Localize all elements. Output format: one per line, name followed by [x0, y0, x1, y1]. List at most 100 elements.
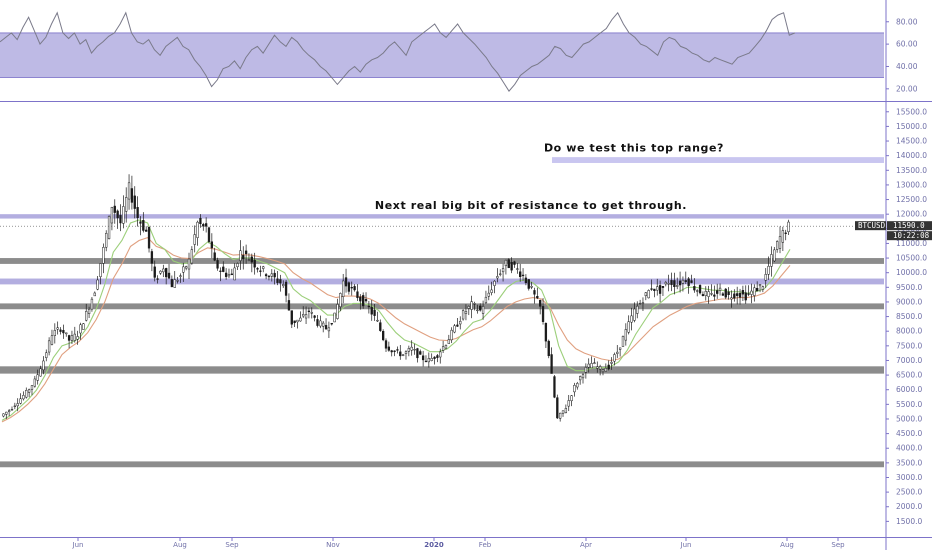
candle-body [73, 333, 76, 341]
candle-body [556, 397, 559, 419]
symbol-label: BTCUSD [858, 221, 886, 230]
candle-body [87, 308, 91, 314]
candle-body [102, 247, 105, 264]
candle-body [384, 340, 388, 349]
candle-body [593, 362, 596, 364]
candle-body [233, 267, 236, 281]
candle-body [127, 182, 131, 200]
price-tick-label: 1500.0 [896, 517, 922, 526]
price-zone [0, 366, 884, 374]
candle-body [664, 282, 667, 285]
candle-body [724, 288, 727, 298]
candle-body [179, 275, 182, 277]
candle-body [481, 306, 485, 314]
price-tick-label: 9000.0 [896, 297, 922, 306]
candle-body [259, 270, 262, 272]
candle-body [207, 227, 211, 242]
candle-body [584, 367, 588, 373]
candle-body [527, 279, 530, 289]
price-zone [0, 214, 884, 219]
candle-body [125, 197, 128, 212]
candle-body [404, 351, 408, 354]
candle-body [684, 280, 687, 282]
candle-body [647, 290, 650, 299]
candle-body [167, 272, 171, 279]
candle-body [750, 290, 753, 295]
candle-body [50, 335, 54, 345]
candle-body [370, 307, 373, 315]
candle-body [379, 322, 382, 331]
price-candles [2, 174, 790, 422]
time-tick-label: Aug [173, 541, 187, 549]
time-tick-label: Jun [72, 541, 84, 549]
candle-body [393, 350, 396, 352]
candle-body [627, 321, 630, 333]
candle-body [741, 290, 745, 295]
price-tick-label: 14000.0 [896, 151, 927, 160]
candle-body [290, 310, 293, 325]
candle-body [187, 258, 191, 270]
time-tick-label: Nov [326, 541, 340, 549]
candle-body [401, 354, 405, 356]
price-tick-label: 6500.0 [896, 371, 922, 380]
candle-body [784, 232, 787, 234]
price-axis[interactable]: 15500.0 15000.0 14500.0 14000.0 13500.0 13000… [886, 107, 927, 526]
price-tick-label: 5000.0 [896, 414, 922, 423]
candle-body [441, 346, 445, 351]
candle-body [630, 315, 633, 323]
candle-body [90, 298, 94, 310]
candle-body [119, 215, 122, 224]
candle-body [721, 293, 725, 296]
candle-body [596, 366, 599, 369]
candle-body [182, 266, 185, 273]
candle-body [519, 271, 522, 277]
time-axis[interactable]: Jun Aug Sep Nov 2020 Feb Apr Jun Aug Sep [72, 537, 846, 550]
price-tick-label: 10000.0 [896, 268, 927, 277]
candle-body [447, 339, 450, 344]
candle-body [767, 265, 770, 275]
candle-body [382, 330, 385, 341]
candle-body [162, 268, 165, 273]
candle-body [287, 300, 291, 311]
candle-body [710, 293, 713, 295]
candle-body [313, 315, 316, 318]
candle-body [239, 250, 242, 261]
candle-body [210, 241, 213, 249]
candle-body [613, 354, 616, 362]
support-resistance-zones [0, 214, 884, 468]
candle-body [419, 351, 422, 355]
candle-body [450, 329, 453, 341]
candle-body [347, 282, 351, 292]
candle-body [273, 272, 276, 278]
candle-body [547, 340, 550, 357]
rsi-axis[interactable]: 80.00 60.00 40.00 20.00 [886, 17, 918, 93]
candle-body [42, 360, 45, 371]
candle-body [227, 274, 231, 277]
candle-body [530, 285, 533, 288]
candle-body [145, 229, 148, 232]
candle-body [504, 259, 508, 267]
candle-body [678, 280, 682, 286]
price-tick-label: 5500.0 [896, 400, 922, 409]
candle-body [587, 363, 590, 368]
candle-body [667, 283, 670, 285]
candle-body [681, 279, 685, 284]
candle-body [479, 305, 482, 311]
candle-body [247, 259, 251, 261]
candle-body [336, 304, 339, 319]
candle-body [133, 195, 136, 209]
candle-body [16, 403, 19, 407]
candle-body [430, 358, 433, 361]
candle-body [733, 293, 736, 299]
candle-body [330, 323, 333, 325]
rsi-tick-label: 60.00 [896, 40, 918, 49]
candle-body [701, 294, 705, 297]
candle-body [476, 309, 479, 312]
price-tick-label: 6000.0 [896, 385, 922, 394]
rsi-panel [0, 11, 884, 92]
candle-body [550, 354, 553, 374]
candle-body [96, 279, 99, 290]
candle-body [176, 280, 179, 282]
candle-body [82, 323, 85, 330]
